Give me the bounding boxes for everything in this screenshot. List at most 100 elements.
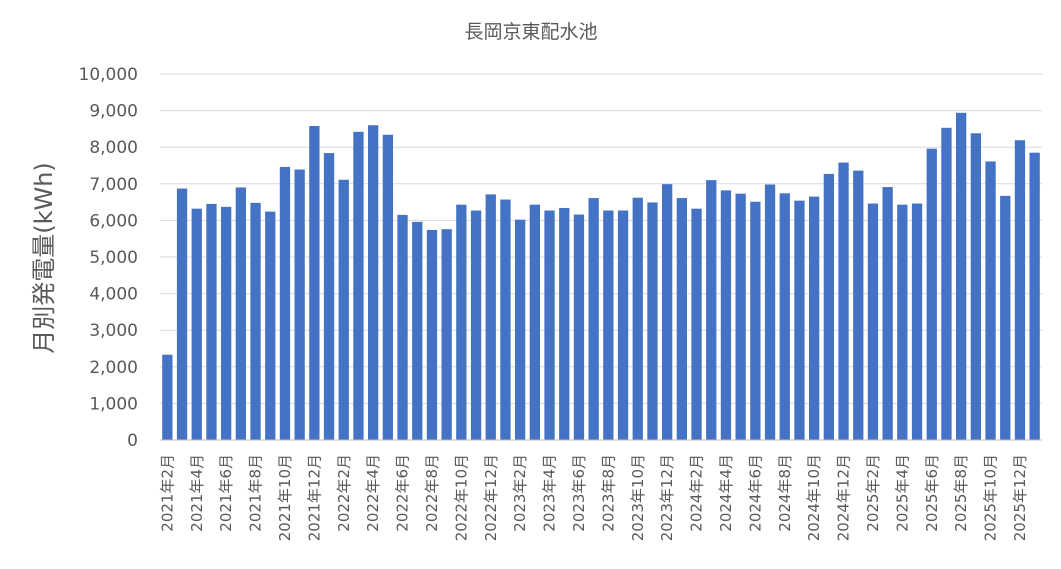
bar	[353, 131, 364, 440]
gridlines	[160, 73, 1042, 404]
x-tick-label: 2025年10月	[982, 454, 1000, 541]
bar	[838, 162, 849, 440]
y-tick-label: 0	[127, 431, 138, 451]
bar	[206, 203, 217, 440]
bar	[294, 169, 305, 440]
bar	[250, 202, 261, 440]
bar	[573, 214, 585, 440]
x-tick-label: 2024年2月	[688, 454, 706, 532]
bar	[309, 125, 320, 440]
bar	[588, 198, 599, 440]
bars	[162, 112, 1040, 441]
x-tick-label: 2024年10月	[805, 454, 823, 541]
bar	[559, 207, 570, 440]
y-tick-label: 8,000	[89, 138, 138, 158]
y-tick-label: 4,000	[89, 285, 138, 305]
bar	[706, 180, 717, 440]
bar	[853, 170, 864, 440]
x-tick-label: 2022年12月	[482, 454, 500, 541]
bar	[456, 204, 467, 440]
x-tick-label: 2021年10月	[276, 454, 294, 541]
x-tick-label: 2021年12月	[305, 454, 323, 541]
bar	[235, 187, 246, 440]
bar	[691, 208, 702, 440]
bar	[882, 187, 893, 440]
y-tick-label: 3,000	[89, 321, 138, 341]
bar	[338, 179, 349, 440]
bar	[897, 204, 908, 440]
y-axis-ticks: 0 1,000 2,000 3,000 4,000 5,000 6,000 7,000 8,00…	[79, 65, 138, 451]
bar	[265, 211, 276, 440]
bar	[529, 204, 540, 440]
bar	[794, 200, 805, 440]
bar	[426, 229, 438, 440]
bar	[647, 202, 658, 440]
bar	[500, 199, 511, 440]
bar	[279, 166, 291, 440]
x-tick-label: 2025年4月	[893, 454, 911, 532]
bar	[970, 133, 981, 441]
bar	[221, 206, 232, 440]
x-tick-label: 2024年8月	[776, 454, 794, 532]
x-axis-ticks: 2021年2月 2021年4月 2021年6月 2021年8月 2021年10月 2021…	[158, 454, 1029, 541]
x-tick-label: 2021年6月	[217, 454, 235, 532]
bar	[985, 161, 996, 440]
bar	[176, 188, 188, 440]
bar	[162, 354, 173, 440]
y-axis-label: 月別発電量(kWh)	[30, 162, 58, 354]
x-tick-label: 2025年6月	[923, 454, 941, 532]
bar	[191, 208, 202, 440]
x-tick-label: 2025年8月	[952, 454, 970, 532]
bar	[632, 197, 643, 440]
x-tick-label: 2022年10月	[452, 454, 470, 541]
bar	[956, 112, 967, 441]
bar	[809, 196, 820, 440]
bar	[617, 210, 629, 440]
bar	[544, 210, 555, 440]
x-tick-label: 2022年8月	[423, 454, 441, 532]
y-tick-label: 6,000	[89, 211, 138, 231]
bar	[441, 229, 452, 440]
bar	[941, 127, 952, 441]
bar	[323, 153, 335, 440]
y-tick-label: 7,000	[89, 175, 138, 195]
x-tick-label: 2021年2月	[158, 454, 176, 532]
bar	[735, 193, 746, 440]
bar	[676, 198, 687, 440]
bar	[750, 201, 761, 440]
x-tick-label: 2024年4月	[717, 454, 735, 532]
x-tick-label: 2022年4月	[364, 454, 382, 532]
bar	[926, 148, 937, 440]
bar	[397, 214, 408, 440]
x-tick-label: 2023年2月	[511, 454, 529, 532]
x-tick-label: 2023年8月	[599, 454, 617, 532]
x-tick-label: 2023年4月	[541, 454, 559, 532]
y-tick-label: 9,000	[89, 102, 138, 122]
x-tick-label: 2023年10月	[629, 454, 647, 541]
y-tick-label: 2,000	[89, 358, 138, 378]
bar	[662, 184, 673, 440]
x-tick-label: 2021年4月	[188, 454, 206, 532]
x-tick-label: 2025年12月	[1011, 454, 1029, 541]
x-tick-label: 2023年6月	[570, 454, 588, 532]
bar	[779, 193, 790, 440]
x-tick-label: 2025年2月	[864, 454, 882, 532]
bar	[412, 221, 423, 440]
x-tick-label: 2022年2月	[335, 454, 353, 532]
bar	[1014, 140, 1026, 440]
bar	[485, 194, 496, 440]
x-tick-label: 2021年8月	[247, 454, 265, 532]
x-tick-label: 2023年12月	[658, 454, 676, 541]
bar	[867, 203, 879, 440]
bar	[382, 134, 393, 440]
bar	[515, 219, 526, 440]
x-tick-label: 2024年12月	[835, 454, 853, 541]
chart-title: 長岡京東配水池	[464, 21, 597, 43]
x-tick-label: 2024年6月	[746, 454, 764, 532]
bar	[764, 184, 776, 440]
bar	[1029, 152, 1040, 440]
y-tick-label: 5,000	[89, 248, 138, 268]
bar	[603, 210, 614, 440]
bar	[1000, 195, 1011, 440]
